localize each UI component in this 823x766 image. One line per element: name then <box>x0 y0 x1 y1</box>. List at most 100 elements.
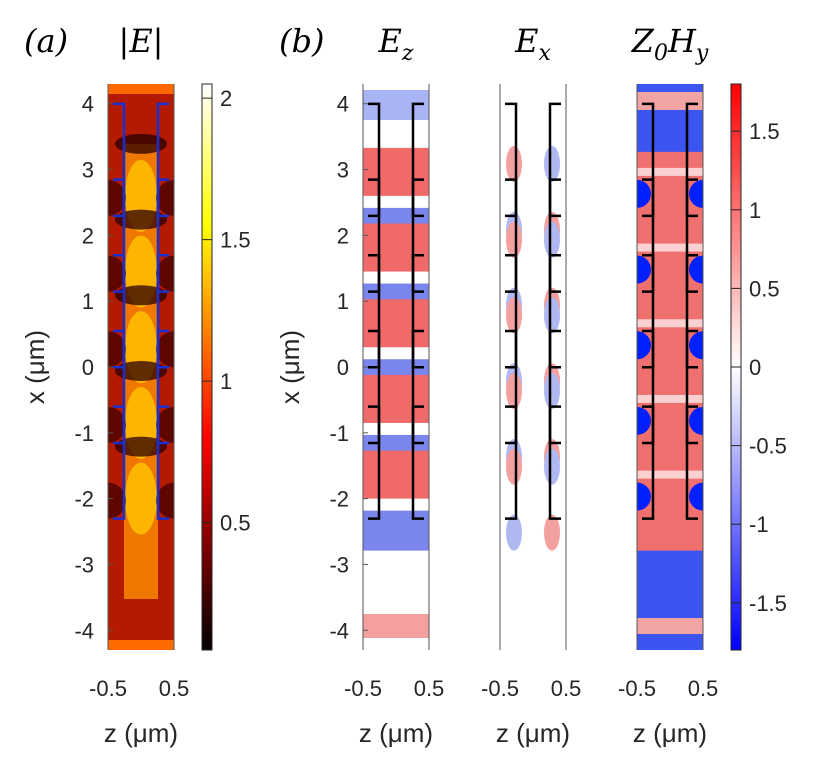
x-axis-label: z (μm) <box>496 718 570 748</box>
field-right-neg-3 <box>544 372 560 409</box>
field-bottom-band <box>637 618 703 634</box>
field-ring-3 <box>637 394 703 403</box>
field-hotspot-4 <box>125 462 157 535</box>
field-left-neg-4 <box>506 514 522 551</box>
field-right-core-2 <box>689 331 703 360</box>
y-tick-label: 0 <box>337 355 349 380</box>
right-block-outline-1 <box>411 178 424 293</box>
right-block-outline-0 <box>156 102 169 218</box>
right-block-outline-3 <box>548 329 561 445</box>
field-positive-lobe-0 <box>363 147 429 196</box>
right-block-outline-0 <box>685 102 698 218</box>
field-left-core-0 <box>637 179 651 208</box>
x-tick-label: 0.5 <box>688 676 719 701</box>
right-block-outline-3 <box>411 329 424 445</box>
panel-hy-title: Z0Hy <box>631 22 709 66</box>
field-left-pos-4 <box>506 448 522 485</box>
left-block-outline-0 <box>113 102 126 218</box>
right-block-outline-3 <box>685 329 698 445</box>
y-tick-label: 3 <box>337 158 349 183</box>
x-tick-label: -0.5 <box>481 676 519 701</box>
y-tick-label: 1 <box>82 289 94 314</box>
left-block-outline-1 <box>505 178 518 293</box>
field-right-neg-2 <box>544 297 560 334</box>
field-right-neg-0 <box>544 145 560 182</box>
right-block-outline-4 <box>548 405 561 520</box>
panel-label-b: (b) <box>279 22 324 60</box>
field-dark-left-2 <box>108 331 126 368</box>
right-block-outline-1 <box>548 178 561 293</box>
field-right-neg-1 <box>544 221 560 258</box>
left-block-outline-2 <box>505 254 518 369</box>
field-right-core-0 <box>689 179 703 208</box>
y-tick-label: -1 <box>74 421 94 446</box>
right-block-outline-4 <box>156 405 169 520</box>
colorbar-tick-label: 0.5 <box>749 276 780 301</box>
field-dark-right-4 <box>156 482 174 519</box>
y-tick-label: 1 <box>337 289 349 314</box>
field-positive-lobe-2 <box>363 299 429 348</box>
x-tick-label: -0.5 <box>618 676 656 701</box>
panel-a-field-map <box>108 84 174 650</box>
x-tick-label: 0.5 <box>551 676 582 701</box>
field-dark-left-4 <box>108 482 126 519</box>
panel-ez-field-map <box>363 84 429 650</box>
panel-hy-field-map <box>637 84 703 650</box>
y-tick-label: -4 <box>329 618 349 643</box>
left-block-outline-3 <box>505 329 518 445</box>
left-block-outline-3 <box>642 329 655 445</box>
field-left-pos-2 <box>506 297 522 334</box>
y-tick-label: -2 <box>74 487 94 512</box>
field-right-core-3 <box>689 406 703 435</box>
field-dark-right-2 <box>156 331 174 368</box>
right-block-outline-2 <box>411 254 424 369</box>
y-axis-label: x (μm) <box>275 330 305 404</box>
colorbar-tick-label: -1 <box>749 512 769 537</box>
field-left-pos-3 <box>506 372 522 409</box>
field-left-pos-1 <box>506 221 522 258</box>
x-axis-label: z (μm) <box>633 718 707 748</box>
colorbar-tick-label: -0.5 <box>749 434 787 459</box>
x-tick-label: 0.5 <box>159 676 190 701</box>
field-node-1 <box>115 209 167 230</box>
field-ring-1 <box>637 243 703 252</box>
left-block-outline-4 <box>113 405 126 520</box>
left-block-outline-1 <box>113 178 126 293</box>
right-block-outline-1 <box>156 178 169 293</box>
field-positive-lobe-4 <box>363 450 429 499</box>
field-left-core-2 <box>637 331 651 360</box>
right-block-outline-1 <box>685 178 698 293</box>
field-right-pos-4 <box>544 514 560 551</box>
y-tick-label: -4 <box>74 618 94 643</box>
x-tick-label: -0.5 <box>344 676 382 701</box>
field-dark-right-1 <box>156 255 174 292</box>
field-node-4 <box>115 436 167 457</box>
field-positive-lobe-3 <box>363 374 429 423</box>
right-block-outline-2 <box>156 254 169 369</box>
field-top-band <box>637 92 703 110</box>
left-block-outline-0 <box>368 102 381 218</box>
right-block-outline-0 <box>548 102 561 218</box>
field-left-core-4 <box>637 482 651 511</box>
field-node-3 <box>115 360 167 381</box>
left-block-outline-4 <box>505 405 518 520</box>
panel-ez-title: Ez <box>378 22 414 66</box>
panel-ex-title: Ex <box>514 22 551 66</box>
field-positive-lobe-1 <box>363 223 429 272</box>
right-block-outline-0 <box>411 102 424 218</box>
left-block-outline-3 <box>368 329 381 445</box>
x-axis-label: z (μm) <box>104 718 178 748</box>
right-block-outline-4 <box>685 405 698 520</box>
field-ring-2 <box>637 319 703 328</box>
colorbar-tick-label: 1 <box>220 369 232 394</box>
field-dark-left-3 <box>108 406 126 443</box>
x-tick-label: -0.5 <box>89 676 127 701</box>
field-ring-4 <box>637 470 703 479</box>
field-node-2 <box>115 285 167 306</box>
y-tick-label: -2 <box>329 487 349 512</box>
right-block-outline-2 <box>685 254 698 369</box>
axes-layer: -0.5 0.5 z (μm) 4 3 2 1 0 -1 -2 -3 -4 x (μm) -0.5 0.5 z… <box>20 84 718 748</box>
left-block-outline-1 <box>642 178 655 293</box>
y-tick-label: 0 <box>82 355 94 380</box>
left-block-outline-2 <box>368 254 381 369</box>
